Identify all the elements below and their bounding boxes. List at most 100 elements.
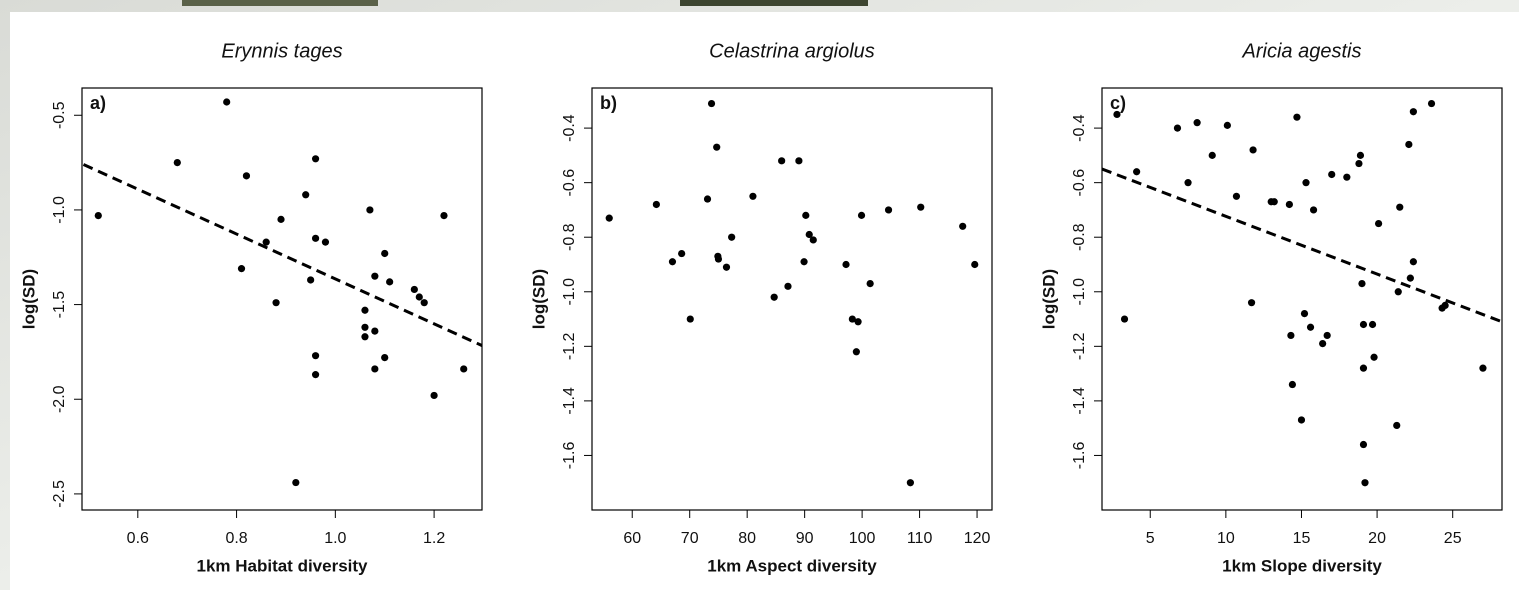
point bbox=[770, 293, 778, 301]
point bbox=[805, 230, 813, 239]
point bbox=[971, 260, 979, 269]
point bbox=[1359, 440, 1368, 449]
point bbox=[1396, 203, 1404, 211]
x-tick-label: 0.6 bbox=[127, 530, 149, 547]
point bbox=[852, 348, 860, 356]
point bbox=[668, 258, 677, 266]
chart-title: Aricia agestis bbox=[1242, 40, 1362, 62]
point bbox=[311, 155, 320, 163]
y-tick-label: -1.4 bbox=[1071, 387, 1088, 415]
x-tick-label: 0.8 bbox=[225, 530, 247, 547]
x-tick-label: 70 bbox=[681, 530, 699, 547]
point bbox=[678, 249, 686, 258]
point bbox=[430, 391, 438, 400]
x-tick-label: 20 bbox=[1368, 530, 1386, 547]
point bbox=[440, 212, 448, 220]
point bbox=[1405, 140, 1413, 149]
y-tick-label: -2.5 bbox=[51, 480, 68, 508]
x-tick-label: 10 bbox=[1217, 530, 1235, 547]
point bbox=[371, 365, 379, 373]
point bbox=[1441, 301, 1449, 310]
point bbox=[361, 333, 369, 341]
x-tick-label: 60 bbox=[623, 530, 641, 547]
point bbox=[778, 157, 786, 165]
point bbox=[1120, 315, 1129, 323]
point bbox=[292, 478, 300, 487]
y-tick-label: -1.2 bbox=[1071, 332, 1088, 360]
point bbox=[311, 352, 320, 360]
point bbox=[1223, 121, 1231, 129]
y-tick-label: -1.6 bbox=[561, 442, 578, 470]
point bbox=[1309, 206, 1318, 214]
y-axis-label: log(SD) bbox=[529, 269, 548, 329]
y-tick-label: -0.5 bbox=[51, 101, 68, 129]
x-tick-label: 25 bbox=[1444, 530, 1462, 547]
point bbox=[1427, 99, 1436, 108]
chart-title: Erynnis tages bbox=[221, 40, 342, 62]
panel-label: b) bbox=[600, 93, 617, 113]
x-tick-label: 90 bbox=[796, 530, 814, 547]
x-tick-label: 100 bbox=[849, 530, 876, 547]
x-tick-label: 1.2 bbox=[423, 530, 445, 547]
point bbox=[311, 234, 320, 242]
point bbox=[302, 191, 310, 199]
point bbox=[652, 200, 660, 209]
point bbox=[173, 158, 181, 167]
panel-label: a) bbox=[90, 93, 106, 113]
point bbox=[1323, 331, 1331, 340]
x-axis-label: 1km Habitat diversity bbox=[196, 556, 368, 575]
point bbox=[1270, 198, 1278, 206]
point bbox=[1409, 258, 1417, 266]
point bbox=[722, 263, 731, 271]
trend-line bbox=[82, 163, 482, 348]
point bbox=[361, 306, 369, 314]
y-tick-label: -1.6 bbox=[1071, 442, 1088, 470]
point bbox=[1355, 159, 1363, 168]
point bbox=[1479, 364, 1487, 372]
y-tick-label: -1.5 bbox=[51, 291, 68, 319]
point bbox=[707, 99, 716, 108]
figure-panel bbox=[10, 12, 1519, 590]
point bbox=[605, 214, 613, 222]
point bbox=[884, 206, 893, 214]
point bbox=[366, 206, 374, 214]
point bbox=[311, 371, 320, 379]
plot-area bbox=[1102, 99, 1502, 487]
chart-title: Celastrina argiolus bbox=[709, 40, 875, 62]
panel-label: c) bbox=[1110, 93, 1126, 113]
x-tick-label: 110 bbox=[907, 530, 933, 547]
point bbox=[371, 327, 379, 335]
point bbox=[1232, 192, 1241, 200]
y-tick-label: -2.0 bbox=[51, 385, 68, 413]
point bbox=[1249, 146, 1257, 154]
point bbox=[784, 282, 792, 290]
point bbox=[1394, 288, 1402, 296]
point bbox=[1285, 200, 1293, 209]
point bbox=[1374, 219, 1383, 228]
point bbox=[866, 279, 874, 288]
point bbox=[1361, 479, 1369, 487]
point bbox=[262, 238, 270, 246]
point bbox=[906, 479, 914, 487]
plot-frame bbox=[591, 87, 993, 511]
point bbox=[410, 285, 418, 294]
y-tick-label: -0.8 bbox=[1071, 223, 1088, 251]
y-tick-label: -0.6 bbox=[561, 169, 578, 197]
point bbox=[321, 238, 330, 246]
point bbox=[1297, 416, 1306, 424]
y-tick-label: -1.0 bbox=[561, 278, 578, 306]
point bbox=[1406, 274, 1414, 282]
point bbox=[802, 211, 810, 219]
point bbox=[714, 255, 723, 263]
point bbox=[703, 195, 712, 203]
y-tick-label: -1.2 bbox=[561, 332, 578, 360]
y-tick-label: -1.0 bbox=[1071, 278, 1088, 306]
x-tick-label: 120 bbox=[964, 530, 991, 547]
point bbox=[415, 293, 423, 301]
point bbox=[1306, 323, 1315, 331]
point bbox=[1393, 421, 1401, 430]
y-tick-label: -1.0 bbox=[51, 196, 68, 224]
y-tick-label: -0.6 bbox=[1071, 169, 1088, 197]
point bbox=[749, 192, 757, 200]
